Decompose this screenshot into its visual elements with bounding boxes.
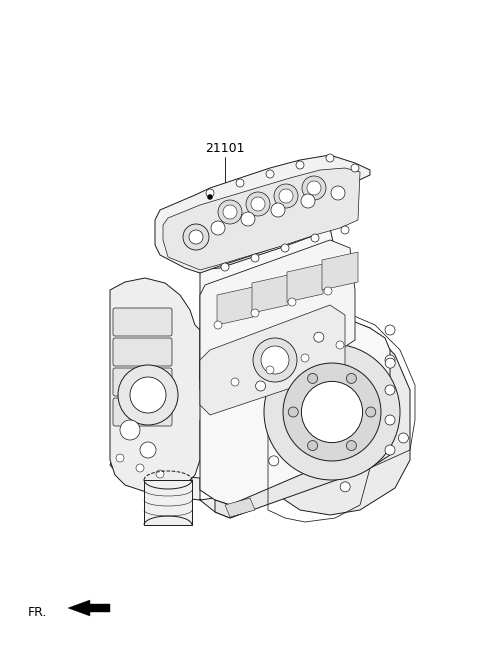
Circle shape <box>211 221 225 235</box>
Circle shape <box>241 212 255 226</box>
FancyBboxPatch shape <box>113 368 172 396</box>
Circle shape <box>326 154 334 162</box>
Circle shape <box>307 181 321 195</box>
FancyBboxPatch shape <box>113 338 172 366</box>
Circle shape <box>301 194 315 208</box>
Circle shape <box>324 287 332 295</box>
Circle shape <box>207 194 213 199</box>
Circle shape <box>253 338 297 382</box>
Circle shape <box>351 164 359 172</box>
Text: 21101: 21101 <box>205 142 245 155</box>
Circle shape <box>140 442 156 458</box>
Circle shape <box>266 366 274 374</box>
Polygon shape <box>215 430 390 518</box>
Polygon shape <box>287 264 323 302</box>
Circle shape <box>116 454 124 462</box>
Polygon shape <box>155 155 370 273</box>
Circle shape <box>223 205 237 219</box>
Polygon shape <box>225 498 255 517</box>
FancyBboxPatch shape <box>113 308 172 336</box>
Polygon shape <box>270 318 410 515</box>
Circle shape <box>347 441 356 451</box>
Polygon shape <box>217 287 253 325</box>
Circle shape <box>118 365 178 425</box>
Circle shape <box>274 184 298 208</box>
Circle shape <box>281 244 289 252</box>
Circle shape <box>301 354 309 362</box>
Circle shape <box>246 192 270 216</box>
Circle shape <box>218 200 242 224</box>
Polygon shape <box>163 168 360 270</box>
Circle shape <box>266 170 274 178</box>
Circle shape <box>311 234 319 242</box>
Circle shape <box>130 377 166 413</box>
Circle shape <box>366 407 376 417</box>
Circle shape <box>385 325 395 335</box>
Polygon shape <box>110 278 205 495</box>
Circle shape <box>283 363 381 461</box>
Circle shape <box>385 358 395 368</box>
Circle shape <box>231 378 239 386</box>
Polygon shape <box>200 305 345 415</box>
Circle shape <box>271 203 285 217</box>
Circle shape <box>385 385 395 395</box>
Circle shape <box>214 321 222 329</box>
Circle shape <box>301 381 362 443</box>
Circle shape <box>314 332 324 342</box>
Circle shape <box>269 456 279 466</box>
Circle shape <box>385 415 395 425</box>
Polygon shape <box>195 228 390 505</box>
Circle shape <box>296 161 304 169</box>
Circle shape <box>156 470 164 478</box>
Circle shape <box>183 224 209 250</box>
Circle shape <box>336 341 344 349</box>
Circle shape <box>236 179 244 187</box>
Circle shape <box>302 176 326 200</box>
Circle shape <box>308 373 318 384</box>
Circle shape <box>189 230 203 244</box>
Circle shape <box>264 344 400 480</box>
Circle shape <box>206 189 214 197</box>
Circle shape <box>251 309 259 317</box>
Circle shape <box>340 482 350 492</box>
Circle shape <box>385 355 395 365</box>
Text: FR.: FR. <box>28 605 48 619</box>
Polygon shape <box>252 275 288 313</box>
Circle shape <box>347 373 356 384</box>
Circle shape <box>251 197 265 211</box>
Circle shape <box>255 381 265 391</box>
Circle shape <box>221 263 229 271</box>
Polygon shape <box>144 480 192 525</box>
Polygon shape <box>68 600 110 616</box>
Circle shape <box>136 464 144 472</box>
FancyBboxPatch shape <box>113 398 172 426</box>
Circle shape <box>288 298 296 306</box>
Circle shape <box>341 226 349 234</box>
Circle shape <box>331 186 345 200</box>
Circle shape <box>385 445 395 455</box>
Circle shape <box>120 420 140 440</box>
Circle shape <box>261 346 289 374</box>
Circle shape <box>251 254 259 262</box>
Circle shape <box>279 189 293 203</box>
Polygon shape <box>322 252 358 290</box>
Circle shape <box>398 433 408 443</box>
Polygon shape <box>200 240 355 400</box>
Polygon shape <box>110 430 390 518</box>
Circle shape <box>288 407 298 417</box>
Circle shape <box>308 441 318 451</box>
